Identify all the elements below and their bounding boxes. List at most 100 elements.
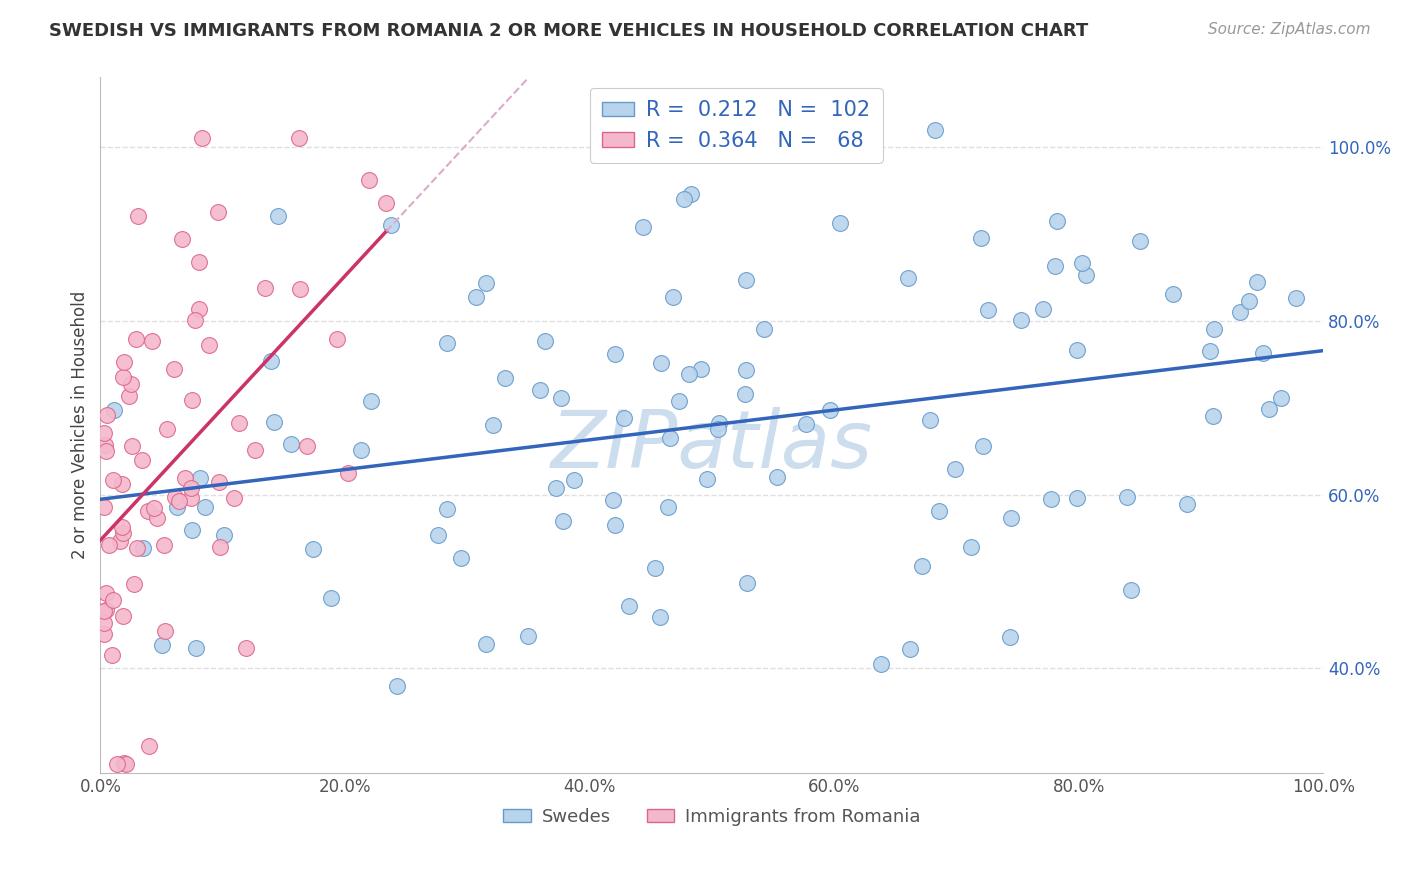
Point xyxy=(673,192,696,206)
Point xyxy=(668,394,690,409)
Point xyxy=(120,376,142,391)
Point xyxy=(918,413,941,427)
Point xyxy=(94,438,117,452)
Point xyxy=(1270,391,1292,405)
Point xyxy=(188,255,211,269)
Point xyxy=(191,131,214,145)
Point xyxy=(529,383,551,397)
Point xyxy=(93,604,115,618)
Point xyxy=(706,422,728,436)
Point xyxy=(166,500,188,514)
Point xyxy=(194,500,217,514)
Point xyxy=(235,641,257,656)
Point xyxy=(977,302,1000,317)
Point xyxy=(603,517,626,532)
Point xyxy=(94,586,117,600)
Point xyxy=(170,231,193,245)
Point xyxy=(375,195,398,210)
Point xyxy=(97,539,120,553)
Point xyxy=(678,367,700,381)
Point xyxy=(1258,402,1281,417)
Point xyxy=(1202,409,1225,423)
Point xyxy=(288,131,311,145)
Point xyxy=(163,490,186,504)
Point xyxy=(108,533,131,548)
Point xyxy=(153,624,176,638)
Point xyxy=(709,417,731,431)
Point xyxy=(1246,276,1268,290)
Point xyxy=(111,477,134,491)
Point xyxy=(117,389,139,403)
Point xyxy=(93,627,115,641)
Point xyxy=(93,616,115,631)
Point xyxy=(1046,214,1069,228)
Point xyxy=(214,528,236,542)
Point xyxy=(648,610,671,624)
Point xyxy=(181,392,204,407)
Point xyxy=(94,603,117,617)
Point xyxy=(897,271,920,285)
Point xyxy=(188,302,211,317)
Point xyxy=(794,417,817,431)
Point xyxy=(105,757,128,772)
Point xyxy=(517,629,540,643)
Point xyxy=(180,491,202,505)
Point xyxy=(188,470,211,484)
Point xyxy=(1175,497,1198,511)
Text: SWEDISH VS IMMIGRANTS FROM ROMANIA 2 OR MORE VEHICLES IN HOUSEHOLD CORRELATION C: SWEDISH VS IMMIGRANTS FROM ROMANIA 2 OR … xyxy=(49,22,1088,40)
Point xyxy=(208,540,231,554)
Point xyxy=(93,425,115,440)
Point xyxy=(765,470,787,484)
Point xyxy=(602,492,624,507)
Point xyxy=(1116,490,1139,504)
Point xyxy=(1161,287,1184,301)
Point xyxy=(898,641,921,656)
Point xyxy=(1202,321,1225,335)
Point xyxy=(267,209,290,223)
Point xyxy=(970,231,993,245)
Point xyxy=(302,542,325,557)
Point xyxy=(243,443,266,458)
Point xyxy=(357,172,380,186)
Point xyxy=(1074,268,1097,282)
Point xyxy=(1032,302,1054,317)
Point xyxy=(481,417,503,432)
Point xyxy=(111,519,134,533)
Point xyxy=(387,679,409,693)
Point xyxy=(1066,343,1088,358)
Point xyxy=(924,122,946,136)
Point xyxy=(174,471,197,485)
Point xyxy=(613,411,636,425)
Point xyxy=(1229,304,1251,318)
Point xyxy=(208,475,231,490)
Point xyxy=(436,501,458,516)
Point xyxy=(288,282,311,296)
Point xyxy=(112,756,135,770)
Point xyxy=(280,437,302,451)
Point xyxy=(103,402,125,417)
Point xyxy=(111,525,134,540)
Point xyxy=(603,347,626,361)
Point xyxy=(96,443,118,458)
Point xyxy=(494,371,516,385)
Point xyxy=(450,551,472,566)
Point xyxy=(184,312,207,326)
Point xyxy=(146,511,169,525)
Point xyxy=(163,361,186,376)
Point xyxy=(998,630,1021,644)
Point xyxy=(1000,511,1022,525)
Point xyxy=(544,481,567,495)
Point xyxy=(475,277,498,291)
Point xyxy=(689,362,711,376)
Point xyxy=(207,205,229,219)
Point xyxy=(143,500,166,515)
Text: Source: ZipAtlas.com: Source: ZipAtlas.com xyxy=(1208,22,1371,37)
Point xyxy=(156,422,179,436)
Point xyxy=(436,335,458,350)
Point xyxy=(127,209,149,223)
Point xyxy=(121,439,143,453)
Point xyxy=(960,540,983,554)
Point xyxy=(972,439,994,453)
Point xyxy=(112,355,135,369)
Point xyxy=(169,494,191,508)
